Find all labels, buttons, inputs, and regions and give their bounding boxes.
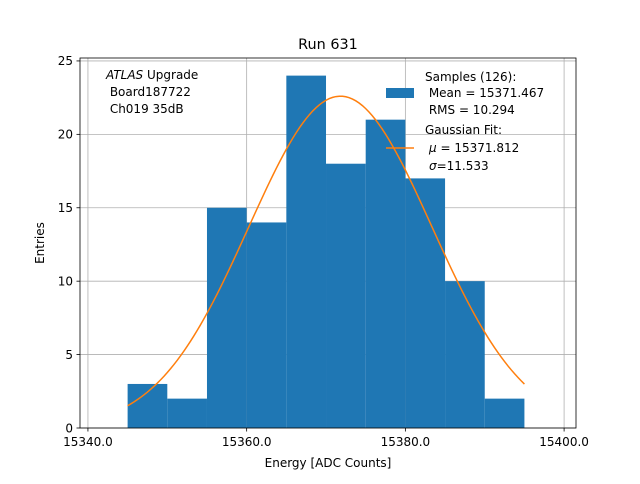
legend-histogram-swatch (386, 88, 414, 98)
histogram-bars (127, 75, 525, 429)
y-tick-label: 0 (65, 421, 73, 435)
y-axis-ticks: 0 5 10 15 20 25 (58, 54, 80, 435)
histogram-bar (445, 281, 485, 428)
legend-fit-label-2: μ = 15371.812 (428, 141, 519, 155)
legend: Samples (126): Mean = 15371.467 RMS = 10… (386, 70, 544, 173)
legend-histogram-label-3: RMS = 10.294 (425, 103, 515, 117)
annotation-atlas: ATLAS (105, 68, 144, 82)
histogram-bar (167, 398, 207, 428)
annotation-line-2: Board187722 (106, 85, 191, 99)
annotation-line-3: Ch019 35dB (106, 102, 184, 116)
y-tick-label: 20 (58, 128, 73, 142)
plot-frame (79, 57, 577, 429)
x-tick-label: 15380.0 (381, 435, 431, 449)
gaussian-fit-curve (127, 95, 525, 407)
histogram-bar (127, 383, 168, 428)
y-tick-label: 25 (58, 54, 73, 68)
y-tick-label: 5 (65, 348, 73, 362)
x-tick-label: 15340.0 (63, 435, 113, 449)
chart-title: Run 631 (298, 37, 358, 53)
atlas-annotation: ATLAS Upgrade Board187722 Ch019 35dB (105, 68, 198, 116)
histogram-bar (246, 222, 287, 428)
legend-mu-value: = 15371.812 (437, 141, 520, 155)
histogram-bar (206, 207, 247, 428)
y-tick-label: 10 (58, 274, 73, 288)
y-tick-label: 15 (58, 201, 73, 215)
legend-histogram-label-1: Samples (126): (425, 70, 516, 84)
x-axis-ticks: 15340.0 15360.0 15380.0 15400.0 (63, 428, 589, 449)
legend-fit-label-3: σ=11.533 (429, 159, 489, 173)
histogram-bar (286, 75, 327, 428)
x-tick-label: 15400.0 (539, 435, 589, 449)
histogram-bar (484, 398, 525, 428)
histogram-bar (405, 178, 446, 428)
x-axis-label: Energy [ADC Counts] (265, 456, 392, 470)
legend-sigma-symbol: σ (429, 159, 437, 173)
annotation-upgrade: Upgrade (143, 68, 198, 82)
legend-fit-label-1: Gaussian Fit: (425, 123, 502, 137)
histogram-bar (326, 163, 366, 428)
x-tick-label: 15360.0 (222, 435, 272, 449)
legend-histogram-label-2: Mean = 15371.467 (425, 86, 544, 100)
y-axis-label: Entries (33, 222, 47, 264)
annotation-line-1: ATLAS Upgrade (105, 68, 198, 82)
legend-mu-symbol: μ (428, 141, 437, 155)
legend-sigma-value: =11.533 (437, 159, 489, 173)
histogram-bar (365, 119, 406, 429)
